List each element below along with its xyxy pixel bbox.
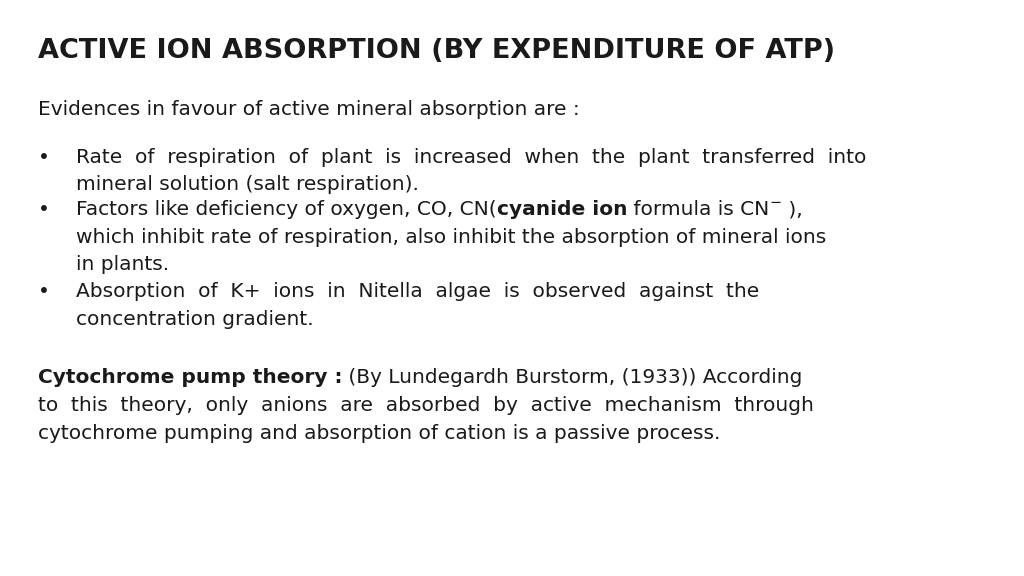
Text: concentration gradient.: concentration gradient.: [76, 310, 313, 329]
Text: Rate  of  respiration  of  plant  is  increased  when  the  plant  transferred  : Rate of respiration of plant is increase…: [76, 148, 866, 167]
Text: •: •: [38, 282, 50, 301]
Text: ),: ),: [781, 200, 802, 219]
Text: which inhibit rate of respiration, also inhibit the absorption of mineral ions: which inhibit rate of respiration, also …: [76, 228, 826, 247]
Text: cyanide ion: cyanide ion: [497, 200, 627, 219]
Text: to  this  theory,  only  anions  are  absorbed  by  active  mechanism  through: to this theory, only anions are absorbed…: [38, 396, 814, 415]
Text: mineral solution (salt respiration).: mineral solution (salt respiration).: [76, 175, 419, 194]
Text: formula is CN: formula is CN: [627, 200, 769, 219]
Text: Absorption  of  K+  ions  in  Nitella  algae  is  observed  against  the: Absorption of K+ ions in Nitella algae i…: [76, 282, 759, 301]
Text: Cytochrome pump theory :: Cytochrome pump theory :: [38, 368, 342, 387]
Text: −: −: [769, 195, 781, 210]
Text: Evidences in favour of active mineral absorption are :: Evidences in favour of active mineral ab…: [38, 100, 580, 119]
Text: (By Lundegardh Burstorm, (1933)) According: (By Lundegardh Burstorm, (1933)) Accordi…: [342, 368, 803, 387]
Text: •: •: [38, 200, 50, 219]
Text: Factors like deficiency of oxygen, CO, CN(: Factors like deficiency of oxygen, CO, C…: [76, 200, 497, 219]
Text: •: •: [38, 148, 50, 167]
Text: in plants.: in plants.: [76, 255, 169, 274]
Text: ACTIVE ION ABSORPTION (BY EXPENDITURE OF ATP): ACTIVE ION ABSORPTION (BY EXPENDITURE OF…: [38, 38, 836, 64]
Text: cytochrome pumping and absorption of cation is a passive process.: cytochrome pumping and absorption of cat…: [38, 424, 720, 443]
